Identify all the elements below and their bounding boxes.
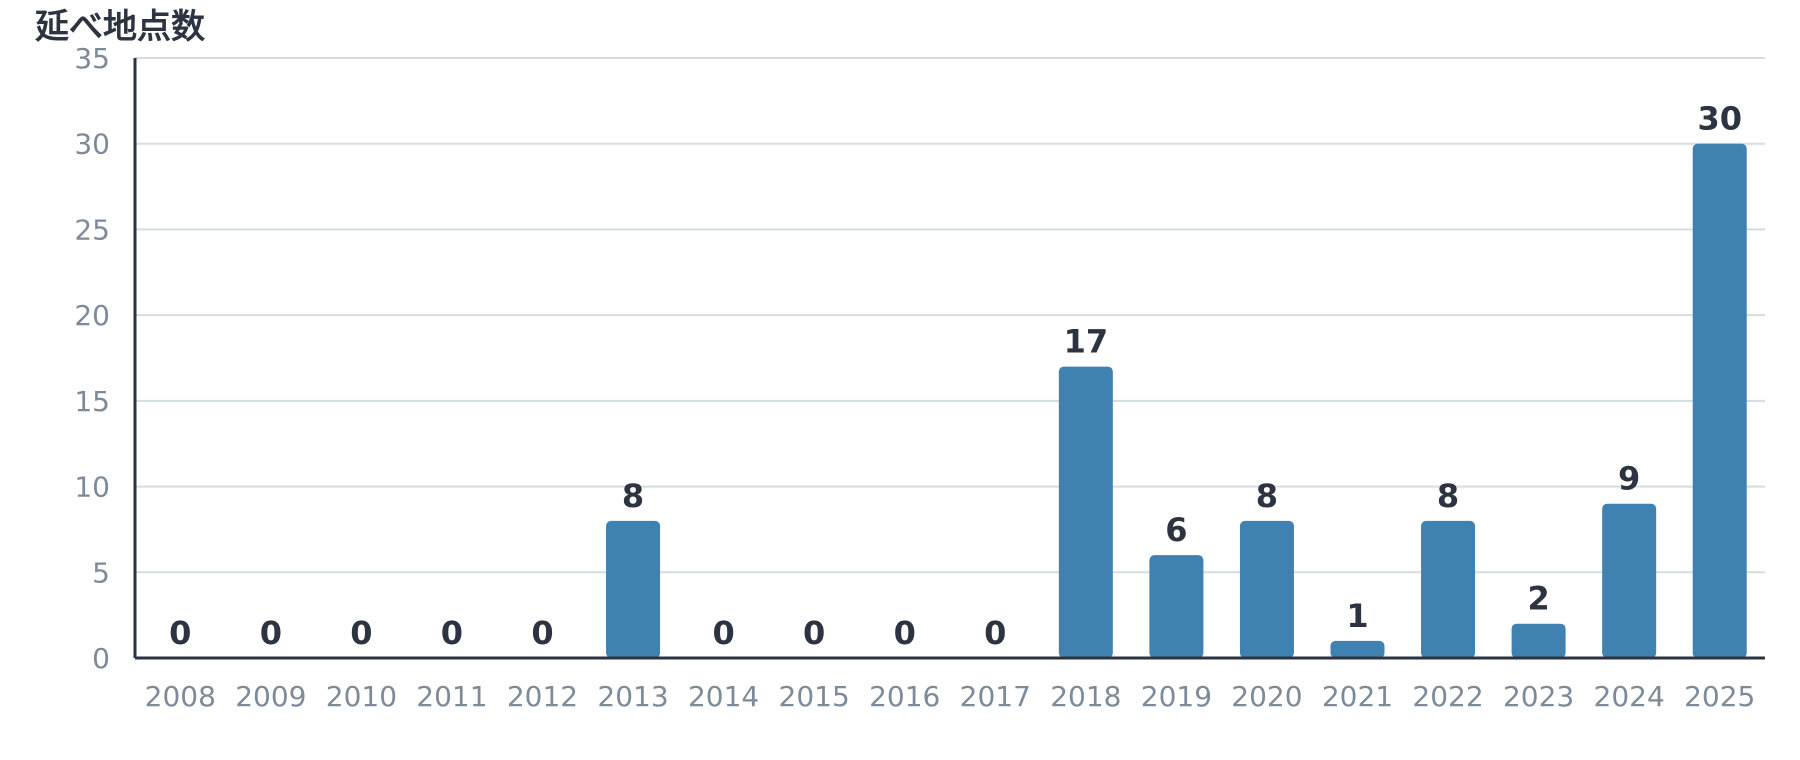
- x-tick-label: 2022: [1412, 680, 1483, 713]
- y-tick-label: 25: [74, 213, 110, 246]
- bar: [1692, 143, 1747, 658]
- y-tick-label: 0: [92, 642, 110, 675]
- x-tick-label: 2020: [1231, 680, 1302, 713]
- x-tick-label: 2013: [597, 680, 668, 713]
- x-tick-label: 2016: [869, 680, 940, 713]
- x-tick-label: 2019: [1141, 680, 1212, 713]
- bar: [1330, 640, 1385, 658]
- bar: [1058, 366, 1113, 658]
- y-axis-tick-labels: 0 5 10 15 20 25 30 35: [74, 42, 110, 675]
- bar: [1602, 503, 1657, 658]
- bars: [606, 143, 1747, 658]
- bar: [606, 520, 661, 658]
- bar: [1149, 555, 1204, 658]
- data-label: 0: [894, 614, 916, 652]
- y-tick-label: 35: [74, 42, 110, 75]
- x-axis-tick-labels: 2008 2009 2010 2011 2012 2013 2014 2015 2016 2017…: [145, 680, 1756, 713]
- data-label: 0: [984, 614, 1006, 652]
- data-label: 8: [1437, 477, 1459, 515]
- x-tick-label: 2017: [960, 680, 1031, 713]
- data-label: 0: [803, 614, 825, 652]
- y-axis-title: 延べ地点数: [35, 7, 205, 47]
- bar: [1239, 520, 1294, 658]
- y-tick-label: 30: [74, 128, 110, 161]
- x-tick-label: 2011: [416, 680, 487, 713]
- data-label: 0: [169, 614, 191, 652]
- data-label: 0: [441, 614, 463, 652]
- bar: [1421, 520, 1476, 658]
- x-tick-label: 2008: [145, 680, 216, 713]
- x-tick-label: 2018: [1050, 680, 1121, 713]
- x-tick-label: 2012: [507, 680, 578, 713]
- x-tick-label: 2024: [1594, 680, 1665, 713]
- y-tick-label: 10: [74, 471, 110, 504]
- data-label: 17: [1064, 323, 1109, 361]
- data-label: 0: [260, 614, 282, 652]
- bar: [1511, 623, 1566, 658]
- data-label: 8: [1256, 477, 1278, 515]
- data-label: 2: [1527, 580, 1549, 618]
- x-tick-label: 2010: [326, 680, 397, 713]
- y-tick-label: 20: [74, 299, 110, 332]
- data-label: 1: [1346, 597, 1368, 635]
- data-labels: 0 0 0 0 0 8 0 0 0 0 17 6 8 1 8 2 9 30: [169, 100, 1742, 652]
- x-tick-label: 2023: [1503, 680, 1574, 713]
- axes: [133, 58, 1765, 660]
- data-label: 9: [1618, 460, 1640, 498]
- x-tick-label: 2009: [235, 680, 306, 713]
- x-tick-label: 2021: [1322, 680, 1393, 713]
- data-label: 0: [712, 614, 734, 652]
- x-tick-label: 2015: [779, 680, 850, 713]
- data-label: 8: [622, 477, 644, 515]
- gridlines: [135, 57, 1765, 574]
- y-tick-label: 15: [74, 385, 110, 418]
- x-tick-label: 2014: [688, 680, 759, 713]
- data-label: 6: [1165, 511, 1187, 549]
- y-tick-label: 5: [92, 556, 110, 589]
- x-tick-label: 2025: [1684, 680, 1755, 713]
- data-label: 30: [1697, 100, 1742, 138]
- data-label: 0: [350, 614, 372, 652]
- data-label: 0: [531, 614, 553, 652]
